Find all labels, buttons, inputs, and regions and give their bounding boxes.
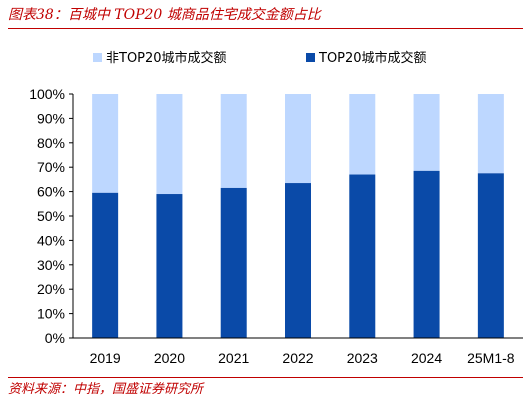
bar-top20 <box>477 173 504 338</box>
y-tick-label: 0% <box>45 330 65 346</box>
bar-non-top20 <box>156 94 183 195</box>
bar-non-top20 <box>92 94 119 193</box>
x-tick-label: 25M1-8 <box>467 350 515 366</box>
y-tick-label: 90% <box>37 110 65 126</box>
bar-non-top20 <box>220 94 247 188</box>
legend-label-non-top20: 非TOP20城市成交额 <box>106 50 227 66</box>
bar-non-top20 <box>285 94 311 184</box>
stacked-bar-chart: 非TOP20城市成交额 TOP20城市成交额 0% 10% 20% 30% 40% 50%… <box>29 50 523 366</box>
y-tick-label: 80% <box>37 135 65 151</box>
bar-top20 <box>156 194 183 338</box>
legend: 非TOP20城市成交额 TOP20城市成交额 <box>93 50 427 66</box>
x-tick-label: 2022 <box>282 350 313 366</box>
bar-top20 <box>285 183 311 338</box>
x-tick-label: 2023 <box>347 350 378 366</box>
figure-title: 图表38：百城中 TOP20 城商品住宅成交金额占比 <box>8 7 321 23</box>
x-tick-label: 2019 <box>90 350 121 366</box>
y-tick-label: 50% <box>37 208 65 224</box>
y-tick-label: 100% <box>29 86 65 102</box>
bar-top20 <box>220 187 247 338</box>
source-note: 资料来源：中指，国盛证券研究所 <box>8 382 204 397</box>
x-tick-label: 2024 <box>411 350 442 366</box>
y-tick-label: 70% <box>37 159 65 175</box>
x-tick-label: 2020 <box>154 350 185 366</box>
title-rule <box>8 28 523 29</box>
y-axis: 0% 10% 20% 30% 40% 50% 60% 70% 80% 90% 100% <box>29 86 74 346</box>
bar-non-top20 <box>413 94 440 171</box>
bar-top20 <box>413 170 440 338</box>
bar-non-top20 <box>477 94 504 174</box>
y-tick-label: 60% <box>37 184 65 200</box>
x-axis: 2019 2020 2021 2022 2023 2024 25M1-8 <box>73 337 523 366</box>
y-tick-label: 30% <box>37 257 65 273</box>
legend-label-top20: TOP20城市成交额 <box>318 50 427 66</box>
bars <box>92 94 504 338</box>
source-rule <box>8 377 523 378</box>
legend-swatch-top20 <box>306 53 315 62</box>
bar-top20 <box>349 174 376 338</box>
y-tick-label: 10% <box>37 306 65 322</box>
bar-top20 <box>92 192 119 338</box>
legend-swatch-non-top20 <box>93 53 102 62</box>
y-tick-label: 40% <box>37 232 65 248</box>
y-tick-label: 20% <box>37 281 65 297</box>
x-tick-label: 2021 <box>218 350 249 366</box>
bar-non-top20 <box>349 94 376 175</box>
